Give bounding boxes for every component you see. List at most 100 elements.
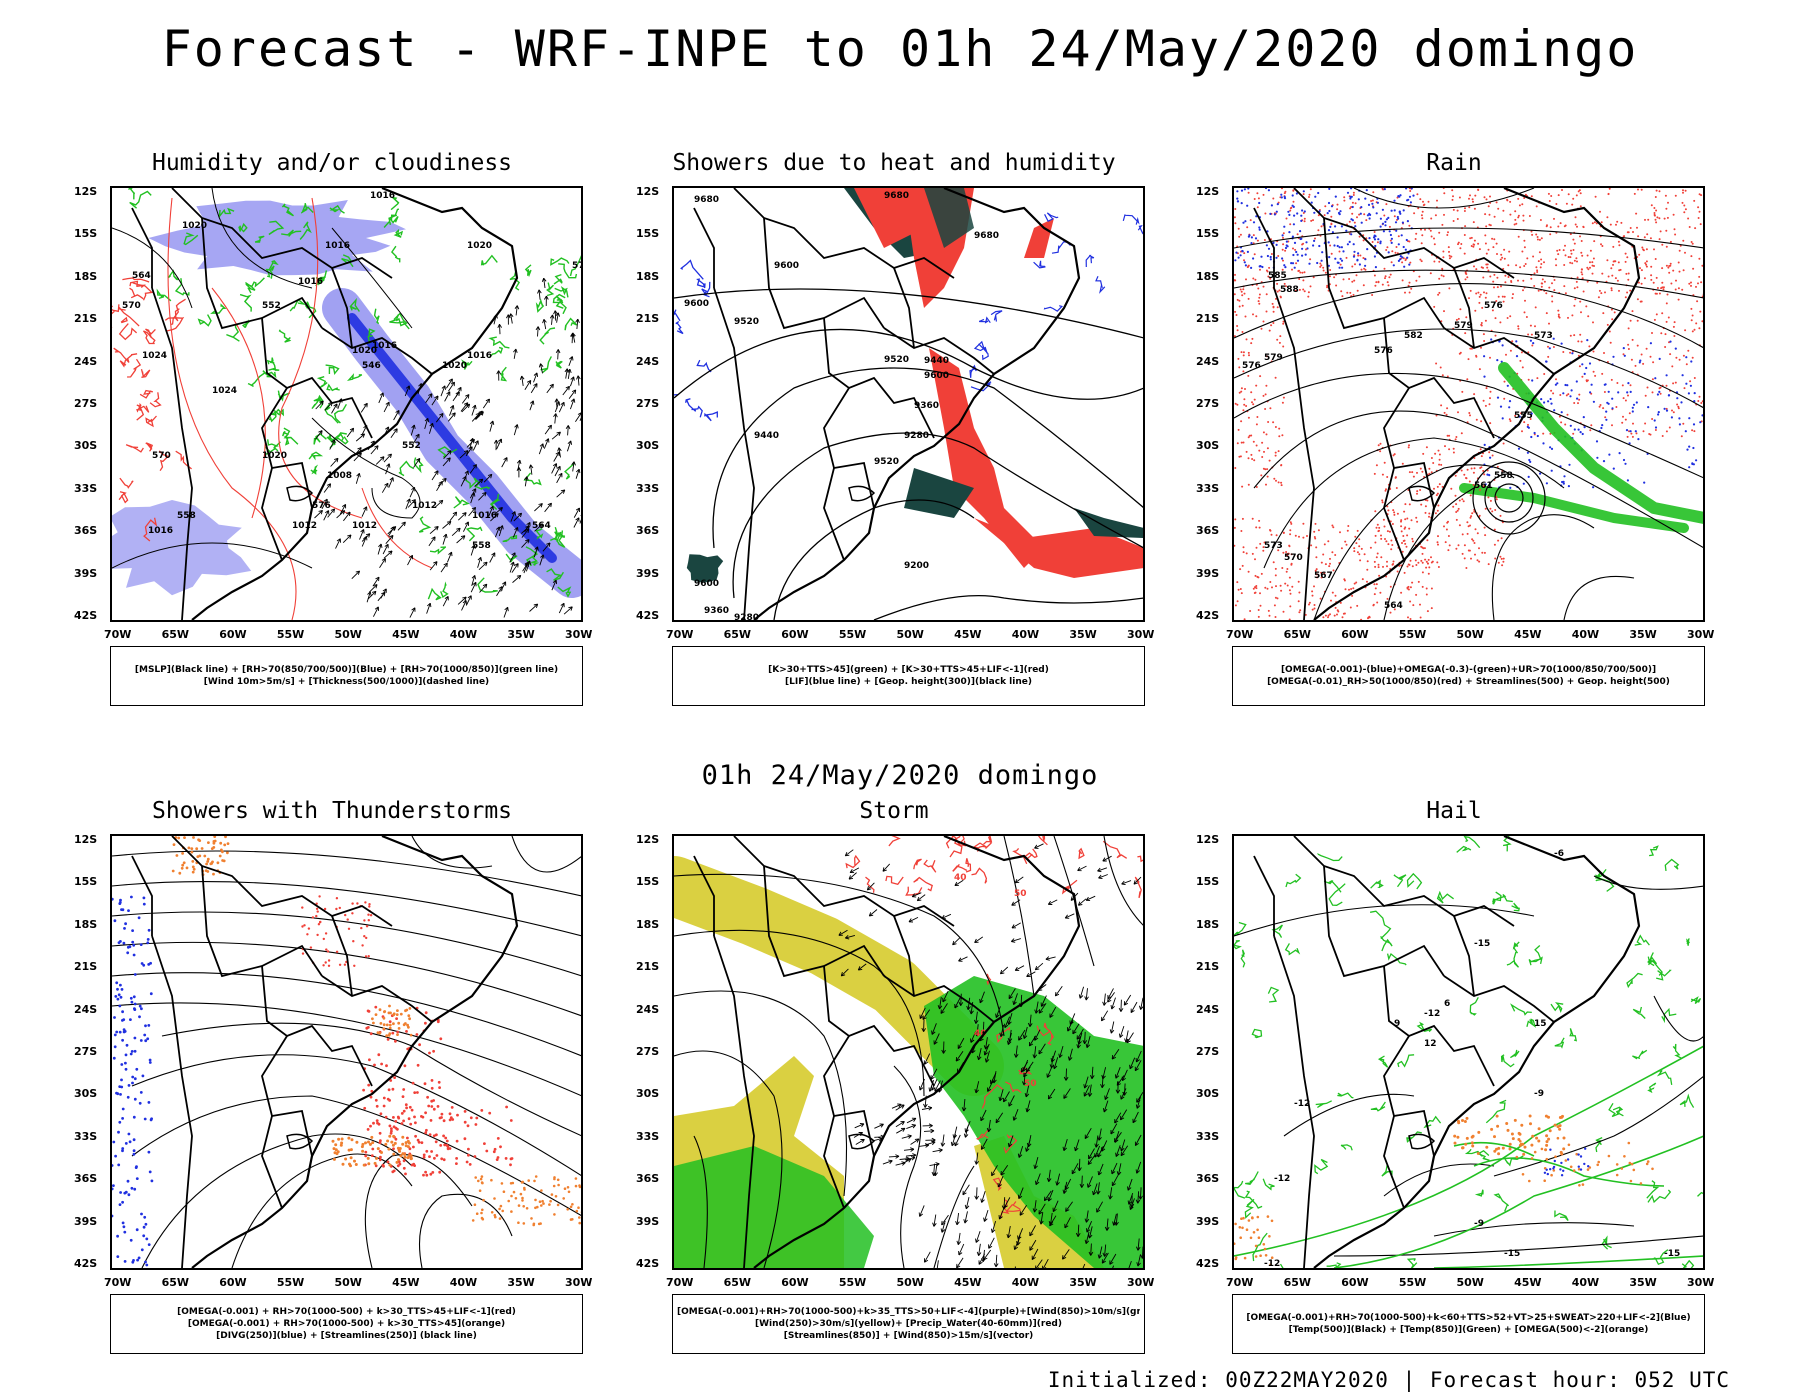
map-frame: 585 588 579 576 573 570 567 564 561 558 555 573 576 5… bbox=[1232, 186, 1705, 622]
lat-tick-label: 27S bbox=[74, 397, 98, 410]
panel-legend: [OMEGA(-0.001)-(blue)+OMEGA(-0.3)-(green… bbox=[1232, 646, 1705, 706]
contour-label: 552 bbox=[402, 441, 421, 451]
contour-label: 561 bbox=[1474, 481, 1493, 491]
weather-map: 9680 9680 9680 9600 9600 9520 9520 9600 9440 9360… bbox=[674, 188, 1143, 620]
panel-title: Humidity and/or cloudiness bbox=[151, 150, 513, 176]
lat-tick-label: 27S bbox=[636, 397, 660, 410]
lat-tick-label: 33S bbox=[74, 481, 98, 495]
lat-tick-label: 42S bbox=[74, 609, 98, 622]
lon-tick-label: 35W bbox=[1069, 1276, 1097, 1289]
contour-label: 15 bbox=[1534, 1019, 1547, 1029]
lat-tick-label: 39S bbox=[74, 566, 98, 580]
panel-thunder: Showers with Thunderstorms 12S 15S 18S 21S 24… bbox=[52, 798, 612, 1378]
lat-tick-label: 42S bbox=[636, 609, 660, 622]
lon-tick-label: 40W bbox=[1011, 628, 1040, 641]
contour-label: -15 bbox=[1504, 1249, 1520, 1259]
contour-label: 558 bbox=[177, 511, 196, 521]
contour-label: 1020 bbox=[262, 451, 287, 461]
panel-title: Hail bbox=[1426, 798, 1482, 824]
lon-tick-label: 65W bbox=[723, 1276, 752, 1289]
legend-line: [Wind(250)>30m/s](yellow)+ [Precip_Water… bbox=[755, 1319, 1062, 1329]
panel-title: Showers with Thunderstorms bbox=[151, 798, 513, 824]
lon-tick-label: 40W bbox=[1571, 1276, 1600, 1289]
lat-tick-label: 30S bbox=[1196, 439, 1220, 453]
panel-humidity: Humidity and/or cloudiness 1016 1020 1016 10… bbox=[52, 150, 612, 730]
lat-tick-label: 18S bbox=[1196, 269, 1220, 283]
lat-tick-label: 33S bbox=[1196, 1129, 1220, 1143]
lat-tick-label: 24S bbox=[74, 354, 98, 368]
contour-label: 9600 bbox=[774, 261, 799, 271]
contour-label: 1016 bbox=[325, 241, 350, 251]
lon-tick-label: 60W bbox=[219, 628, 247, 641]
lon-tick-label: 50W bbox=[334, 1276, 362, 1289]
panel-rain: Rain 585 588 579 576 573 570 567 564 561 558 555 573… bbox=[1174, 150, 1734, 730]
lat-tick-label: 15S bbox=[74, 875, 98, 889]
weather-map: 5855885795765735705675645615585555735765… bbox=[1234, 188, 1703, 620]
legend-line: [OMEGA(-0.001) + RH>70(1000-500) + k>30_… bbox=[177, 1307, 516, 1317]
legend-line: [DIVG(250)](blue) + [Streamlines(250)] (… bbox=[216, 1331, 477, 1341]
contour-label: 1016 bbox=[148, 526, 173, 536]
contour-label: 9 bbox=[1394, 1019, 1400, 1029]
lat-tick-label: 12S bbox=[1196, 833, 1220, 846]
lon-tick-label: 65W bbox=[1283, 1276, 1312, 1289]
lat-tick-label: 36S bbox=[636, 524, 660, 538]
contour-label: 9280 bbox=[904, 431, 929, 441]
lat-tick-label: 30S bbox=[1196, 1087, 1220, 1101]
lon-tick-label: 30W bbox=[1127, 1276, 1155, 1289]
contour-label: 9600 bbox=[694, 579, 719, 589]
lat-tick-label: 12S bbox=[74, 833, 98, 846]
contour-label: -15 bbox=[1664, 1249, 1680, 1259]
lon-tick-label: 30W bbox=[1687, 628, 1715, 641]
contour-label: 570 bbox=[572, 261, 581, 271]
lon-tick-label: 60W bbox=[219, 1276, 247, 1289]
lat-tick-label: 36S bbox=[74, 524, 98, 538]
contour-label: -12 bbox=[1264, 1259, 1280, 1268]
lat-tick-label: 36S bbox=[1196, 1172, 1220, 1186]
contour-label: 9440 bbox=[924, 356, 949, 366]
lon-tick-label: 70W bbox=[1226, 628, 1254, 641]
lon-tick-label: 45W bbox=[1514, 628, 1542, 641]
lat-tick-label: 21S bbox=[1196, 960, 1220, 974]
lon-tick-label: 30W bbox=[565, 1276, 593, 1289]
contour-label: 1016 bbox=[372, 341, 397, 351]
lon-tick-label: 35W bbox=[507, 1276, 535, 1289]
panel-title: Storm bbox=[859, 798, 929, 824]
legend-line: [OMEGA(-0.001)+RH>70(1000-500)+k<60+TTS>… bbox=[1246, 1313, 1691, 1323]
contour-label: 1012 bbox=[292, 521, 317, 531]
contour-label: 576 bbox=[1484, 301, 1503, 311]
lat-tick-label: 33S bbox=[74, 1129, 98, 1143]
weather-map: 40 50 40 50 bbox=[674, 836, 1143, 1268]
weather-map: 1016102010161016102010161020102410241020… bbox=[112, 188, 581, 620]
lat-tick-label: 18S bbox=[636, 269, 660, 283]
lon-tick-label: 55W bbox=[276, 628, 305, 641]
contour-label: 9520 bbox=[874, 457, 899, 467]
lat-tick-label: 12S bbox=[1196, 185, 1220, 198]
contour-label: -9 bbox=[1474, 1219, 1484, 1229]
lat-tick-label: 39S bbox=[1196, 1214, 1220, 1228]
lat-tick-label: 30S bbox=[636, 439, 660, 453]
panel-legend: [OMEGA(-0.001)+RH>70(1000-500)+k>35_TTS>… bbox=[672, 1294, 1145, 1354]
lat-tick-label: 24S bbox=[74, 1002, 98, 1016]
lat-tick-label: 18S bbox=[74, 269, 98, 283]
lat-tick-label: 15S bbox=[74, 227, 98, 241]
map-frame: 40 50 40 50 bbox=[672, 834, 1145, 1270]
contour-label: 9680 bbox=[974, 231, 999, 241]
contour-label: 567 bbox=[1314, 571, 1333, 581]
contour-label: 1016 bbox=[467, 351, 492, 361]
contour-label: 576 bbox=[1374, 346, 1393, 356]
lon-tick-label: 40W bbox=[449, 628, 478, 641]
contour-label: 9360 bbox=[914, 401, 939, 411]
lon-tick-label: 45W bbox=[392, 1276, 420, 1289]
contour-label: 564 bbox=[1384, 601, 1403, 611]
contour-label: 558 bbox=[1494, 471, 1513, 481]
contour-label: 9520 bbox=[884, 355, 909, 365]
lat-tick-label: 21S bbox=[636, 312, 660, 326]
contour-label: 9680 bbox=[694, 195, 719, 205]
contour-label: 552 bbox=[262, 301, 281, 311]
lon-tick-label: 60W bbox=[781, 628, 809, 641]
contour-label: 585 bbox=[1268, 271, 1287, 281]
contour-label: 1012 bbox=[352, 521, 377, 531]
panel-title: Showers due to heat and humidity bbox=[672, 150, 1116, 176]
lat-tick-label: 27S bbox=[1196, 1045, 1220, 1058]
map-frame: 9680 9680 9680 9600 9600 9520 9520 9600 9440 9360… bbox=[672, 186, 1145, 622]
